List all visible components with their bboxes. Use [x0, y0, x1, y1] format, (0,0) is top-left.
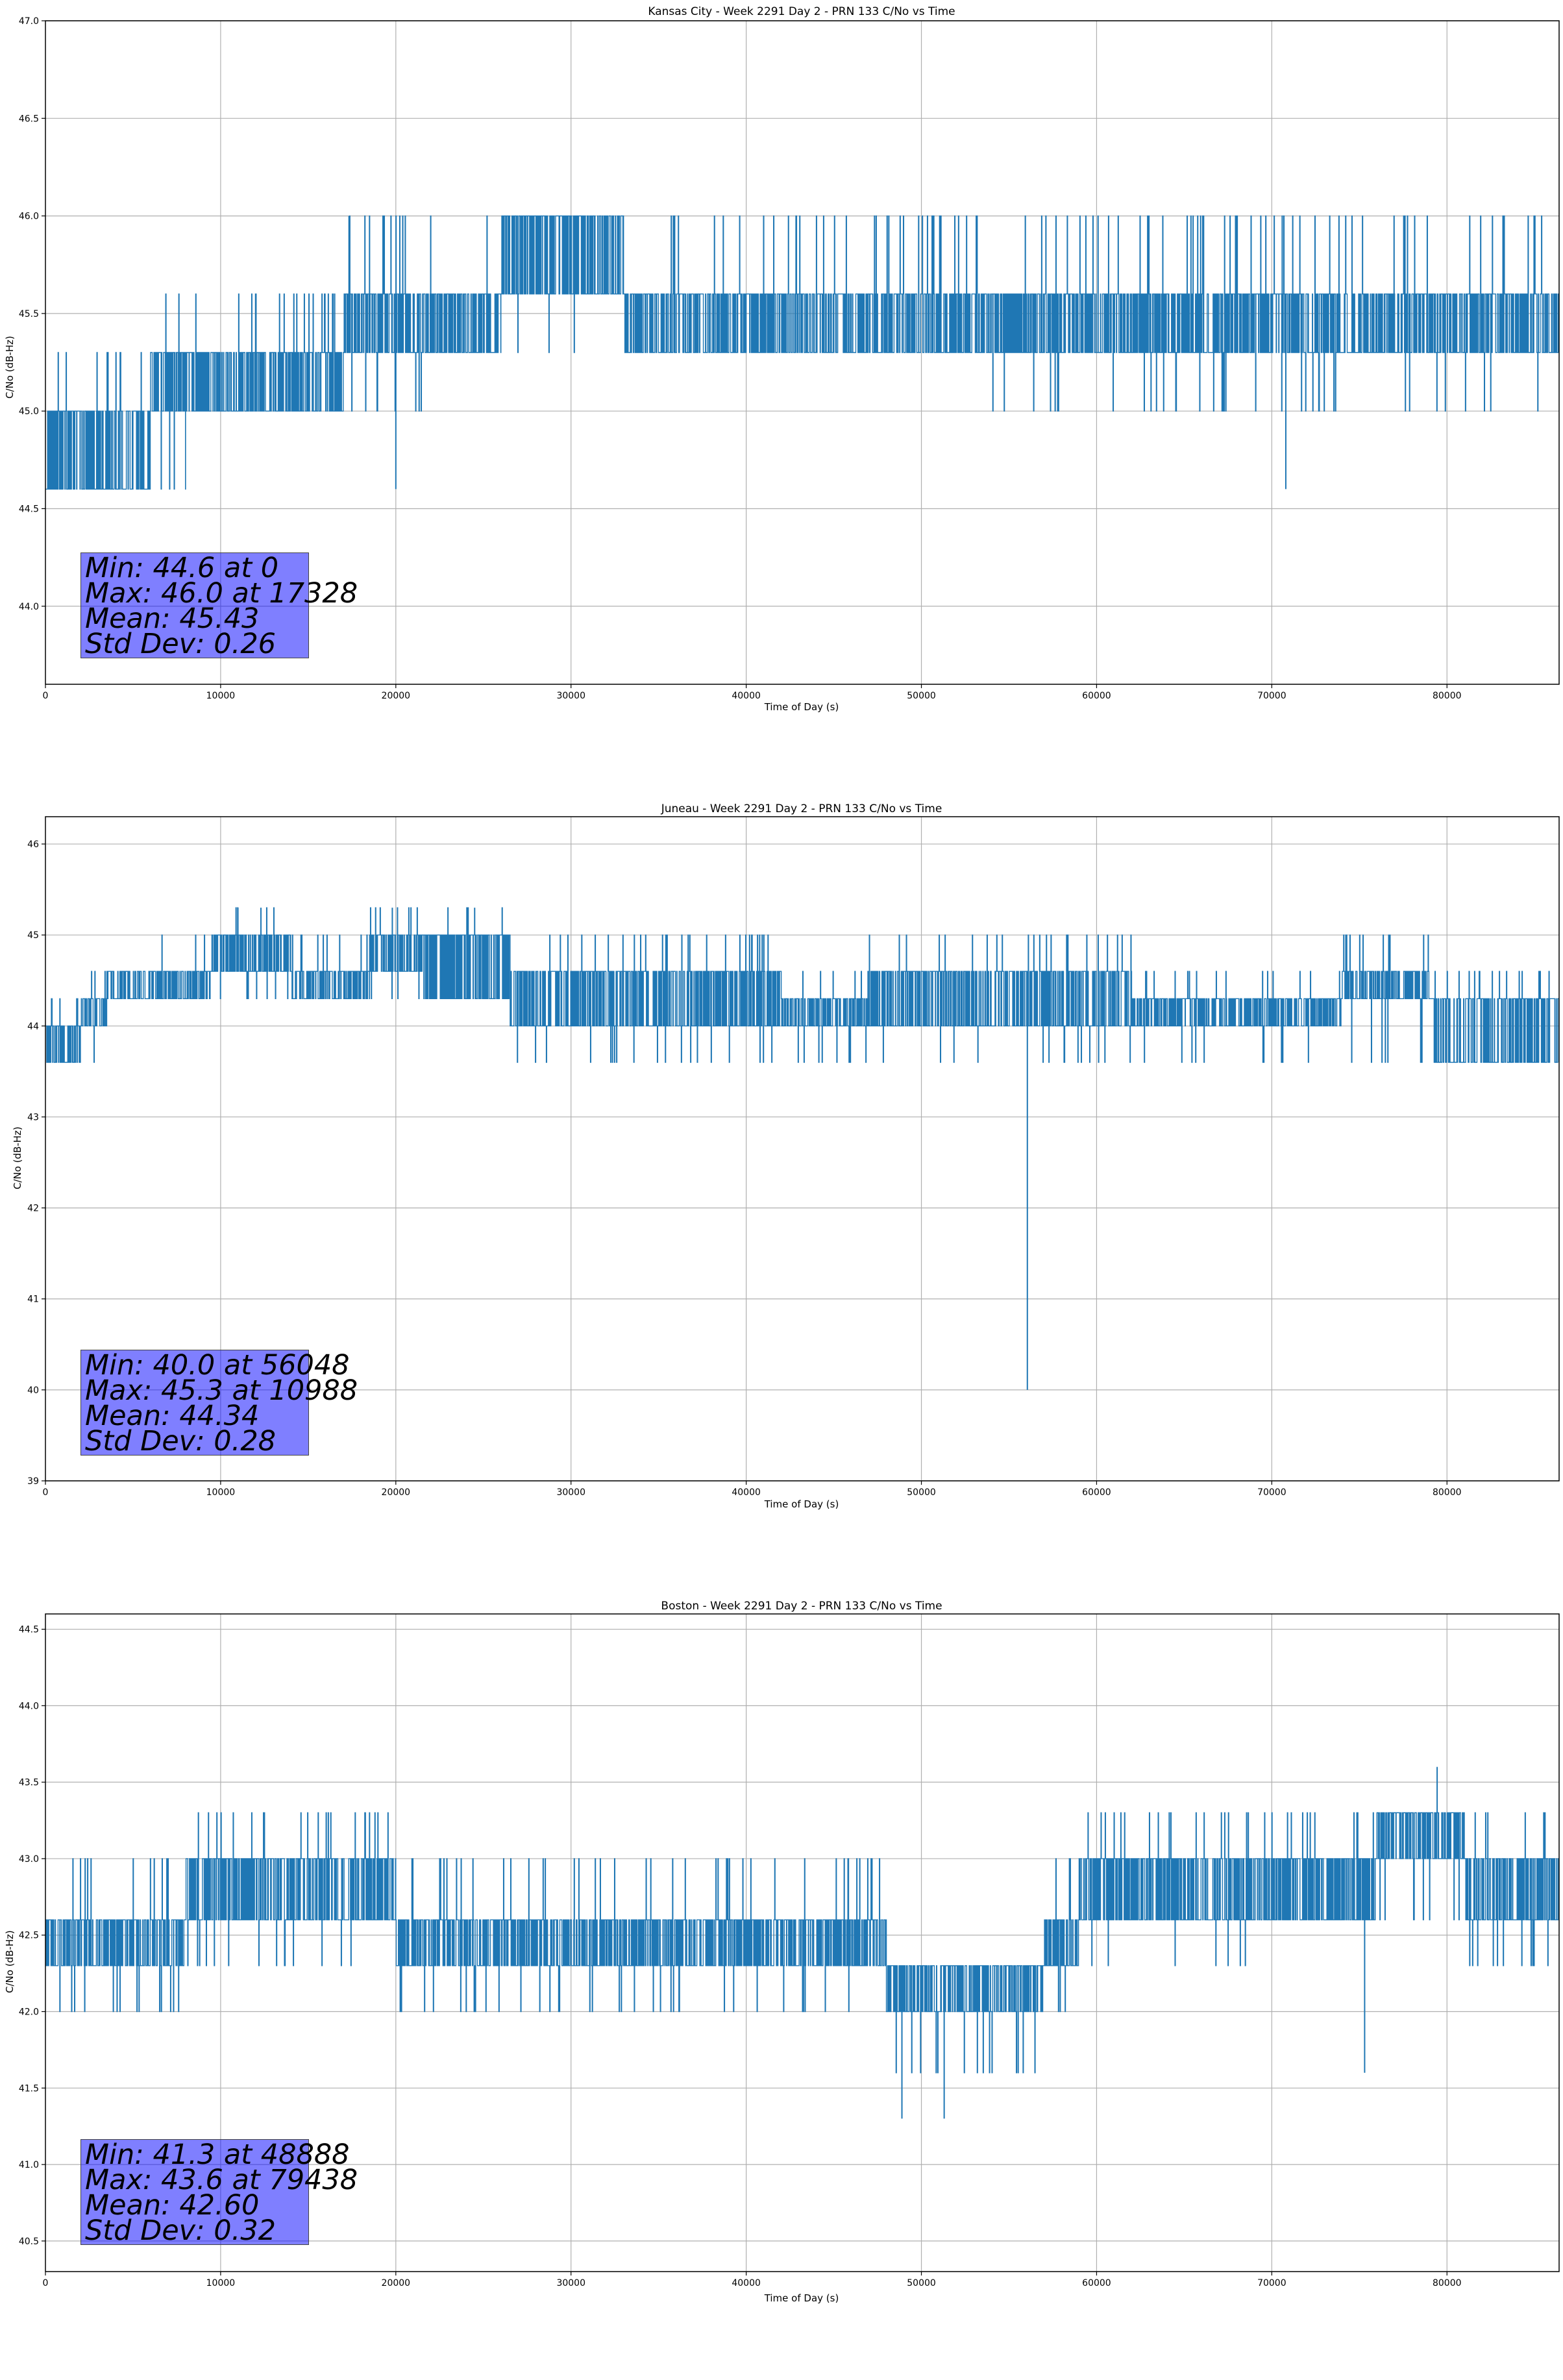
x-tick-label: 60000: [1082, 1487, 1111, 1498]
chart-svg: 0 10000 20000 30000 40000 50000 60000 70000 8000…: [27, 816, 1560, 1498]
stats-box: Min: 44.6 at 0 Max: 46.0 at 17328 Mean: …: [80, 552, 358, 660]
y-axis-label: C/No (dB-Hz): [12, 1126, 23, 1189]
x-tick-label: 30000: [556, 2278, 585, 2288]
y-tick-label: 41: [27, 1295, 39, 1305]
x-tick-label: 70000: [1257, 1487, 1286, 1498]
y-tick-label: 43.0: [19, 1854, 39, 1865]
y-tick-label: 46: [27, 839, 39, 850]
x-tick-label: 20000: [382, 2278, 411, 2288]
stats-std-dev: Std Dev: 0.32: [85, 2214, 277, 2247]
x-tick-label: 40000: [732, 691, 761, 701]
x-tick-label: 70000: [1257, 2278, 1286, 2288]
y-tick-label: 46.0: [19, 212, 39, 222]
data-series-cno: [45, 907, 1560, 1063]
x-tick-label: 70000: [1257, 691, 1286, 701]
x-tick-label: 0: [43, 2278, 49, 2288]
y-tick-label: 40.5: [19, 2237, 39, 2247]
stats-mean: Mean: 44.34: [85, 1400, 260, 1432]
chart-title: Juneau - Week 2291 Day 2 - PRN 133 C/No …: [661, 802, 942, 815]
plot-frame: [45, 1613, 1560, 2272]
chart-svg: 0 10000 20000 30000 40000 50000 60000 70000 8000…: [19, 1613, 1560, 2288]
x-tick-label: 30000: [556, 1487, 585, 1498]
stats-max: Max: 46.0 at 17328: [85, 577, 358, 610]
x-tick-label: 30000: [556, 691, 585, 701]
chart-panel-kansas-city: 0 10000 20000 30000 40000 50000 60000 70000 8000…: [0, 0, 1563, 786]
stats-max: Max: 43.6 at 79438: [85, 2164, 358, 2196]
stats-std-dev: Std Dev: 0.28: [85, 1425, 277, 1457]
y-tick-label: 46.5: [19, 114, 39, 124]
data-series-cno: [45, 215, 1560, 490]
y-axis-label: C/No (dB-Hz): [4, 1930, 16, 1993]
plot-frame: [45, 816, 1560, 1481]
x-tick-label: 40000: [732, 1487, 761, 1498]
y-tick-label: 44.0: [19, 1701, 39, 1711]
stats-box: Min: 40.0 at 56048 Max: 45.3 at 10988 Me…: [80, 1350, 358, 1457]
x-tick-label: 10000: [206, 1487, 236, 1498]
stats-min: Min: 44.6 at 0: [85, 552, 279, 584]
grid: [45, 817, 1559, 1481]
stats-mean: Mean: 45.43: [85, 602, 260, 635]
y-tick-label: 41.0: [19, 2160, 39, 2170]
chart-title: Boston - Week 2291 Day 2 - PRN 133 C/No …: [661, 1600, 942, 1613]
y-tick-label: 45.5: [19, 309, 39, 319]
stats-mean: Mean: 42.60: [85, 2189, 260, 2222]
stats-std-dev: Std Dev: 0.26: [85, 628, 277, 660]
y-tick-label: 42: [27, 1204, 39, 1214]
y-tick-label: 44: [27, 1021, 39, 1032]
y-tick-label: 39: [27, 1476, 39, 1487]
y-tick-label: 44.5: [19, 1625, 39, 1635]
y-tick-label: 43.5: [19, 1778, 39, 1788]
x-tick-label: 80000: [1433, 691, 1462, 701]
x-axis-label: Time of Day (s): [764, 1498, 839, 1510]
x-tick-label: 50000: [907, 2278, 936, 2288]
x-tick-label: 60000: [1082, 2278, 1111, 2288]
plot-frame: [45, 20, 1560, 685]
x-axis-label: Time of Day (s): [764, 2292, 839, 2304]
x-tick-label: 10000: [206, 691, 236, 701]
y-tick-label: 42.5: [19, 1931, 39, 1941]
stats-box: Min: 41.3 at 48888 Max: 43.6 at 79438 Me…: [80, 2139, 358, 2247]
y-tick-label: 47.0: [19, 16, 39, 27]
x-tick-label: 80000: [1433, 1487, 1462, 1498]
y-tick-label: 42.0: [19, 2007, 39, 2018]
y-tick-label: 44.0: [19, 602, 39, 612]
y-tick-label: 40: [27, 1385, 39, 1396]
data-series-cno: [45, 1812, 1559, 2074]
y-tick-label: 44.5: [19, 504, 39, 514]
y-tick-label: 43: [27, 1112, 39, 1122]
chart-panel-boston: 0 10000 20000 30000 40000 50000 60000 70000 8000…: [0, 1594, 1563, 2380]
chart-svg: 0 10000 20000 30000 40000 50000 60000 70000 8000…: [19, 16, 1560, 701]
x-tick-label: 80000: [1433, 2278, 1462, 2288]
stats-max: Max: 45.3 at 10988: [85, 1374, 358, 1407]
x-tick-label: 0: [43, 691, 49, 701]
y-tick-label: 45: [27, 930, 39, 941]
x-tick-label: 0: [43, 1487, 49, 1498]
chart-panel-juneau: 0 10000 20000 30000 40000 50000 60000 70000 8000…: [0, 797, 1563, 1583]
x-tick-label: 50000: [907, 691, 936, 701]
y-tick-label: 41.5: [19, 2083, 39, 2094]
chart-title: Kansas City - Week 2291 Day 2 - PRN 133 …: [648, 5, 955, 18]
y-axis-label: C/No (dB-Hz): [4, 336, 16, 399]
x-tick-label: 10000: [206, 2278, 236, 2288]
x-tick-label: 40000: [732, 2278, 761, 2288]
x-tick-label: 60000: [1082, 691, 1111, 701]
x-axis-label: Time of Day (s): [764, 701, 839, 713]
x-tick-label: 50000: [907, 1487, 936, 1498]
y-tick-label: 45.0: [19, 406, 39, 417]
x-tick-label: 20000: [382, 691, 411, 701]
x-tick-label: 20000: [382, 1487, 411, 1498]
